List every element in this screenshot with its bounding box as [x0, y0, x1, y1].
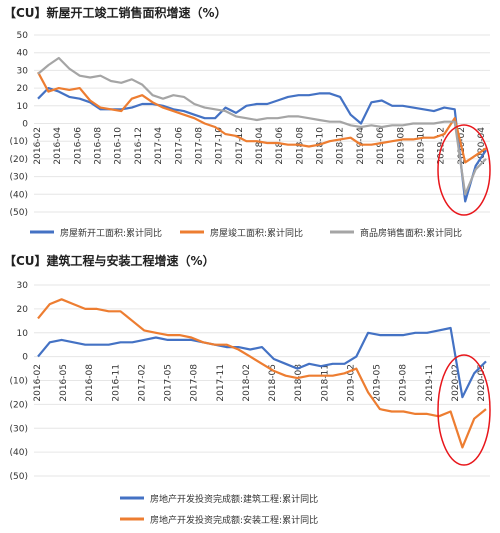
legend-label: 房地产开发投资完成额:安装工程:累计同比 — [150, 514, 318, 526]
x-tick-label: 2019-06 — [376, 127, 386, 165]
x-tick-label: 2018-05 — [268, 364, 278, 402]
x-tick-label: 2016-12 — [134, 127, 144, 165]
y-tick-label: (30) — [10, 424, 28, 434]
y-tick-label: (40) — [10, 448, 28, 458]
y-tick-label: 10 — [17, 102, 29, 112]
y-tick-label: 30 — [17, 66, 29, 76]
legend-label: 房屋竣工面积:累计同比 — [210, 227, 303, 239]
y-tick-label: (30) — [10, 173, 28, 183]
x-tick-label: 2019-10 — [416, 127, 426, 165]
y-tick-label: 40 — [17, 49, 29, 59]
y-tick-label: (40) — [10, 190, 28, 200]
x-tick-label: 2016-10 — [114, 127, 124, 165]
x-tick-label: 2016-05 — [59, 364, 69, 402]
x-tick-label: 2018-04 — [255, 127, 265, 165]
x-tick-label: 2016-02 — [33, 364, 43, 402]
y-tick-label: 30 — [17, 281, 29, 291]
x-tick-label: 2017-06 — [174, 127, 184, 165]
x-tick-label: 2018-12 — [336, 127, 346, 165]
x-tick-label: 2016-11 — [111, 364, 121, 402]
x-tick-label: 2020-04 — [477, 127, 487, 165]
x-tick-label: 2018-10 — [316, 127, 326, 165]
legend-label: 房屋新开工面积:累计同比 — [60, 227, 162, 239]
x-tick-label: 2016-08 — [94, 127, 104, 165]
x-tick-label: 2016-04 — [53, 127, 63, 165]
y-tick-label: 20 — [17, 84, 29, 94]
y-tick-label: 20 — [17, 305, 29, 315]
y-tick-label: 50 — [17, 31, 29, 41]
x-tick-label: 2019-05 — [373, 364, 383, 402]
y-tick-label: (20) — [10, 155, 28, 165]
x-tick-label: 2017-10 — [215, 127, 225, 165]
y-tick-label: 10 — [17, 329, 29, 339]
x-tick-label: 2017-12 — [235, 127, 245, 165]
highlight-ring — [437, 354, 491, 466]
x-tick-label: 2018-08 — [294, 364, 304, 402]
series-line-2 — [37, 56, 487, 196]
x-tick-label: 2017-08 — [190, 364, 200, 402]
y-tick-label: (20) — [10, 400, 28, 410]
y-tick-label: 0 — [22, 120, 28, 130]
x-tick-label: 2016-02 — [33, 127, 43, 165]
x-tick-label: 2020-02 — [451, 364, 461, 402]
x-tick-label: 2019-08 — [396, 127, 406, 165]
x-tick-label: 2018-06 — [275, 127, 285, 165]
series-line-0 — [37, 326, 487, 399]
series-line-1 — [37, 71, 487, 164]
x-tick-label: 2017-05 — [164, 364, 174, 402]
y-tick-label: (50) — [10, 472, 28, 482]
y-tick-label: (50) — [10, 208, 28, 218]
x-tick-label: 2019-08 — [399, 364, 409, 402]
x-tick-label: 2019-02 — [346, 364, 356, 402]
x-tick-label: 2019-11 — [425, 364, 435, 402]
x-tick-label: 2020-05 — [477, 364, 487, 402]
chart1-plot: 50 40 30 20 10 0 (10) (20) (30) (40) (50) 2016-02 20… — [10, 31, 491, 239]
x-tick-label: 2016-06 — [73, 127, 83, 165]
x-tick-label: 2018-11 — [320, 364, 330, 402]
series-line-1 — [37, 298, 487, 449]
y-tick-label: 0 — [22, 353, 28, 363]
x-tick-label: 2017-04 — [154, 127, 164, 165]
x-tick-label: 2017-08 — [194, 127, 204, 165]
highlight-ring — [437, 124, 491, 216]
x-tick-label: 2018-02 — [242, 364, 252, 402]
y-tick-label: (10) — [10, 377, 28, 387]
chart2-title: 【CU】建筑工程与安装工程增速（%） — [4, 254, 215, 268]
x-tick-label: 2017-11 — [216, 364, 226, 402]
x-tick-label: 2017-02 — [137, 364, 147, 402]
legend-label: 房地产开发投资完成额:建筑工程:累计同比 — [150, 493, 318, 505]
chart1-title: 【CU】新屋开工竣工销售面积增速（%） — [4, 6, 227, 20]
legend-label: 商品房销售面积:累计同比 — [360, 227, 462, 239]
x-tick-label: 2016-08 — [85, 364, 95, 402]
y-tick-label: (10) — [10, 137, 28, 147]
